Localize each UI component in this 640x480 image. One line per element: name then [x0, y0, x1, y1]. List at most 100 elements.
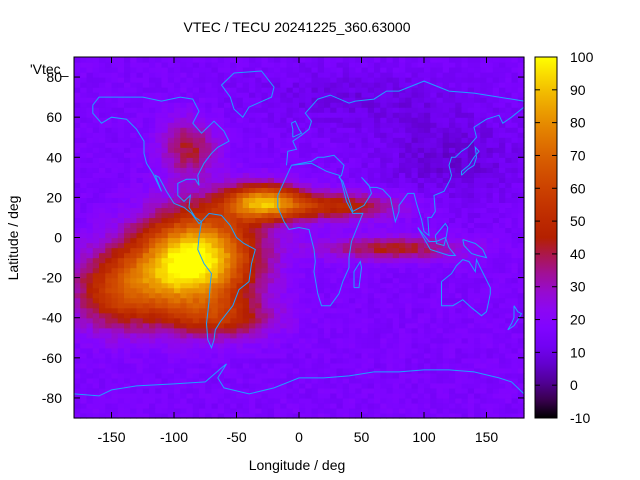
heat-cell	[430, 297, 438, 304]
heat-cell	[161, 182, 169, 188]
heat-cell	[486, 72, 494, 78]
heat-cell	[230, 182, 238, 188]
heat-cell	[74, 117, 81, 123]
heat-cell	[236, 297, 244, 304]
heat-cell	[149, 322, 156, 329]
heat-cell	[74, 197, 81, 203]
heat-cell	[80, 392, 88, 399]
heat-cell	[424, 87, 431, 93]
heat-cell	[224, 277, 231, 284]
heat-cell	[149, 147, 156, 153]
heat-cell	[492, 297, 500, 304]
heat-cell	[211, 412, 219, 419]
heat-cell	[361, 87, 369, 93]
heat-cell	[99, 82, 106, 88]
heat-cell	[255, 187, 263, 193]
heat-cell	[136, 402, 144, 409]
heat-cell	[455, 127, 463, 133]
heat-cell	[449, 362, 456, 369]
heat-cell	[205, 192, 213, 198]
heat-cell	[499, 202, 506, 209]
heat-cell	[386, 377, 394, 384]
heat-cell	[99, 222, 106, 229]
heat-cell	[449, 197, 456, 203]
heat-cell	[480, 77, 488, 83]
heat-cell	[117, 302, 125, 309]
heat-cell	[424, 267, 431, 274]
heat-cell	[430, 197, 438, 203]
heat-cell	[511, 307, 519, 314]
heat-cell	[467, 127, 475, 133]
heat-cell	[161, 267, 169, 274]
heat-cell	[436, 177, 444, 183]
heat-cell	[149, 302, 156, 309]
heat-cell	[130, 72, 138, 78]
heat-cell	[405, 277, 413, 284]
heat-cell	[511, 187, 519, 193]
heat-cell	[449, 147, 456, 153]
heat-cell	[455, 312, 463, 319]
heat-cell	[336, 192, 344, 198]
heat-cell	[417, 167, 425, 173]
heat-cell	[224, 302, 231, 309]
heat-cell	[511, 397, 519, 404]
heat-cell	[455, 302, 463, 309]
heat-cell	[280, 222, 288, 229]
heat-cell	[267, 382, 275, 389]
heat-cell	[399, 232, 406, 239]
heat-cell	[467, 182, 475, 188]
heat-cell	[180, 132, 188, 138]
heat-cell	[224, 347, 231, 354]
heat-cell	[311, 187, 319, 193]
heat-cell	[367, 222, 375, 229]
heat-cell	[167, 342, 175, 349]
heat-cell	[217, 352, 225, 359]
heat-cell	[149, 332, 156, 339]
heat-cell	[142, 127, 150, 133]
heat-cell	[111, 412, 119, 419]
heat-cell	[255, 112, 263, 118]
heat-cell	[174, 367, 181, 374]
heat-cell	[155, 347, 163, 354]
heat-cell	[261, 327, 269, 334]
heat-cell	[367, 312, 375, 319]
heat-cell	[105, 167, 113, 173]
heat-cell	[130, 182, 138, 188]
heat-cell	[167, 127, 175, 133]
heat-cell	[424, 312, 431, 319]
heat-cell	[411, 277, 419, 284]
heat-cell	[205, 72, 213, 78]
heat-cell	[374, 117, 381, 123]
heat-cell	[155, 352, 163, 359]
heat-cell	[111, 112, 119, 118]
heat-cell	[99, 377, 106, 384]
heat-cell	[299, 397, 306, 404]
heat-cell	[167, 232, 175, 239]
heat-cell	[242, 242, 250, 249]
heat-cell	[367, 357, 375, 364]
heat-cell	[342, 92, 350, 98]
heat-cell	[249, 67, 256, 73]
heat-cell	[461, 187, 469, 193]
heat-cell	[74, 272, 81, 279]
heat-cell	[411, 322, 419, 329]
heat-cell	[236, 207, 244, 214]
heat-cell	[324, 307, 331, 314]
heat-cell	[405, 292, 413, 299]
heat-cell	[111, 217, 119, 224]
heat-cell	[430, 232, 438, 239]
heat-cell	[461, 122, 469, 128]
heat-cell	[317, 402, 325, 409]
heat-cell	[305, 122, 313, 128]
heat-cell	[274, 147, 281, 153]
heat-cell	[280, 372, 288, 379]
heat-cell	[174, 162, 181, 168]
heat-cell	[174, 287, 181, 294]
heat-cell	[430, 97, 438, 103]
heat-cell	[224, 352, 231, 359]
heat-cell	[355, 97, 363, 103]
heat-cell	[236, 67, 244, 73]
heat-cell	[142, 172, 150, 178]
heat-cell	[236, 302, 244, 309]
heat-cell	[174, 207, 181, 214]
